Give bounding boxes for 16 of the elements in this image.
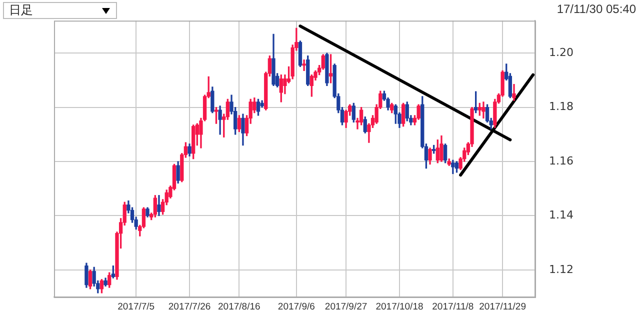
text: 17/11/30 05:40 xyxy=(556,2,636,16)
x-tick-label: 2017/8/16 xyxy=(218,301,260,312)
y-tick-label: 1.12 xyxy=(549,262,574,276)
y-tick-label: 1.18 xyxy=(549,100,574,114)
x-tick-label: 2017/7/26 xyxy=(168,301,211,312)
y-tick-label: 1.20 xyxy=(549,46,574,59)
x-tick-label: 2017/10/18 xyxy=(376,301,424,312)
x-tick-label: 2017/11/8 xyxy=(432,301,474,312)
x-tick-label: 2017/9/6 xyxy=(278,301,315,312)
dropdown-field: 日足 xyxy=(3,2,117,19)
y-tick-label: 1.16 xyxy=(549,154,574,168)
x-tick-label: 2017/9/27 xyxy=(324,301,368,312)
x-tick-label: 2017/7/5 xyxy=(118,301,155,312)
candlestick xyxy=(302,60,306,72)
x-tick-label: 2017/11/29 xyxy=(479,301,526,312)
y-tick-label: 1.14 xyxy=(549,208,574,222)
